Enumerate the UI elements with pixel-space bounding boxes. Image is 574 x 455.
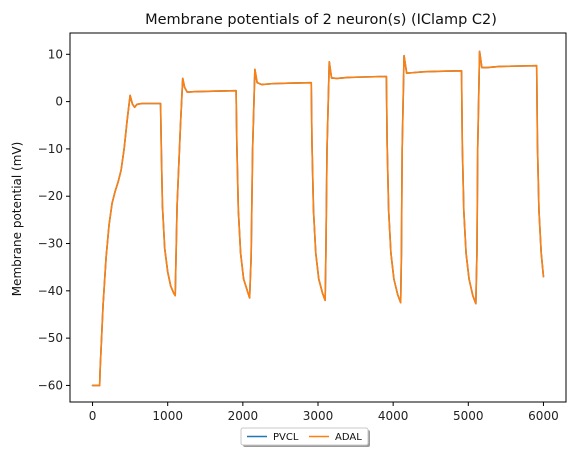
y-tick-label: −10 [38, 142, 63, 156]
series-layer [91, 50, 545, 387]
x-tick-label: 6000 [528, 409, 559, 423]
chart-title: Membrane potentials of 2 neuron(s) (ICla… [145, 12, 497, 28]
legend-box [240, 427, 369, 446]
legend-label-adal: ADAL [335, 432, 362, 443]
x-tick-label: 3000 [303, 409, 334, 423]
x-axis-ticks: 0 1000 2000 3000 4000 5000 6000 [89, 402, 559, 423]
plot-area-frame [69, 32, 567, 403]
x-tick-label: 5000 [453, 409, 484, 423]
y-tick-label: 0 [55, 95, 63, 109]
y-axis-label: Membrane potential (mV) [10, 142, 24, 297]
y-axis-ticks: −60 −50 −40 −30 −20 −10 0 10 [38, 47, 70, 392]
x-tick-label: 0 [89, 409, 97, 423]
y-tick-label: −60 [38, 378, 63, 392]
y-tick-label: −20 [38, 189, 63, 203]
legend: PVCL ADAL [240, 427, 370, 447]
legend-label-pvcl: PVCL [273, 432, 299, 443]
y-tick-label: −50 [38, 331, 63, 345]
y-tick-label: −30 [38, 237, 63, 251]
x-tick-label: 4000 [378, 409, 409, 423]
x-tick-label: 1000 [152, 409, 183, 423]
series-line-adal [91, 50, 545, 387]
y-tick-label: 10 [48, 47, 63, 61]
y-tick-label: −40 [38, 284, 63, 298]
x-tick-label: 2000 [228, 409, 259, 423]
